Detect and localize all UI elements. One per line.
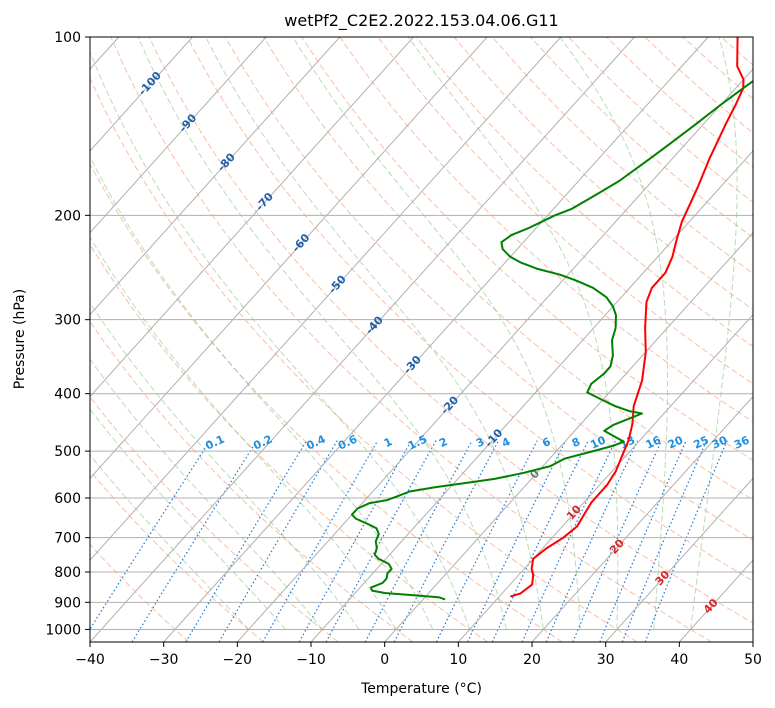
mixing-ratio-line (599, 440, 687, 642)
x-tick-label: 50 (744, 652, 762, 668)
y-tick-label: 800 (54, 565, 81, 581)
isotherm-line (236, 68, 753, 642)
grid-lines (90, 37, 753, 642)
dry-adiabat-line (263, 37, 753, 501)
dry-adiabat-line (110, 37, 712, 642)
moist-adiabat-line (90, 236, 397, 630)
y-axis-label: Pressure (hPa) (12, 289, 28, 389)
dry-adiabat-line (90, 243, 488, 642)
moist-adiabat-line (292, 37, 581, 630)
moist-adiabat-line (90, 302, 360, 630)
mixing-ratio-line (545, 440, 639, 642)
isotherm-line (457, 313, 753, 642)
mixing-ratio-line (435, 440, 538, 642)
dry-adiabat-line (224, 37, 753, 541)
dry-adiabat-line (90, 162, 563, 642)
isotherm-line (605, 477, 753, 642)
isotherm-line (90, 37, 414, 398)
isotherm-line (90, 37, 193, 152)
y-tick-label: 900 (54, 595, 81, 611)
mixing-ratio-line (90, 440, 211, 631)
y-tick-label: 300 (54, 313, 81, 329)
moist-adiabat-line (90, 358, 323, 630)
moist-adiabat-line (407, 37, 619, 630)
isotherm-line (384, 231, 753, 642)
temperature-profile-line (510, 37, 745, 598)
dry-adiabat-line (415, 37, 753, 348)
y-tick-label: 600 (54, 491, 81, 507)
x-tick-label: 40 (670, 652, 688, 668)
dry-adiabat-line (301, 37, 753, 462)
mixing-ratio-label: 20 (666, 433, 686, 451)
x-tick-label: 0 (380, 652, 389, 668)
isotherm-line (90, 37, 341, 316)
x-tick-label: −20 (223, 652, 253, 668)
y-tick-label: 1000 (45, 622, 81, 638)
dry-adiabat-line (90, 76, 638, 642)
mixing-ratio-line (185, 440, 308, 642)
moist-adiabat-line (137, 37, 507, 630)
mixing-ratio-line (218, 440, 338, 642)
x-tick-label: 20 (523, 652, 541, 668)
profile-series (351, 37, 753, 601)
y-tick-label: 700 (54, 531, 81, 547)
mixing-ratio-line (325, 440, 437, 642)
chart-title: wetPf2_C2E2.2022.153.04.06.G11 (284, 11, 558, 31)
mixing-ratio-line (521, 440, 617, 642)
axis-ticks: −40 −30 −20 −10 0 10 20 30 40 50 100 200 300 400 500 60… (45, 30, 762, 668)
x-axis-label: Temperature (°C) (360, 681, 482, 697)
mixing-ratio-line (262, 440, 379, 642)
mixing-ratio-line (298, 440, 412, 642)
moist-adiabat-line (90, 454, 249, 630)
dry-adiabat-line (148, 37, 753, 624)
y-tick-label: 400 (54, 387, 81, 403)
mixing-ratio-line (466, 440, 567, 642)
y-tick-label: 200 (54, 208, 81, 224)
mixing-ratio-label: 30 (710, 433, 730, 451)
x-tick-label: −10 (296, 652, 326, 668)
x-tick-label: −40 (75, 652, 105, 668)
dry-adiabat-line (90, 470, 264, 642)
isotherm-line (531, 395, 753, 642)
isotherm-line (90, 37, 635, 642)
plot-frame (89, 36, 754, 643)
mixing-ratio-label: 16 (644, 433, 664, 451)
y-tick-label: 500 (54, 444, 81, 460)
isotherm-line (310, 150, 753, 642)
x-tick-label: 10 (449, 652, 467, 668)
isotherm-line (90, 37, 267, 234)
dry-adiabat-line (186, 37, 753, 582)
mixing-ratio-label: 10 (588, 433, 608, 451)
moist-adiabat-line (690, 37, 738, 630)
x-tick-label: 30 (597, 652, 615, 668)
moist-adiabat-line (559, 37, 668, 630)
y-tick-label: 100 (54, 30, 81, 46)
mixing-ratio-label: 36 (732, 433, 752, 451)
isotherm-line (90, 37, 488, 480)
moist-adiabat-line (90, 156, 434, 630)
x-tick-label: −30 (149, 652, 179, 668)
mixing-ratio-line (572, 440, 663, 642)
mixing-ratio-line (131, 440, 258, 642)
moist-adiabat-line (90, 408, 286, 630)
mixing-ratio-label: 25 (692, 433, 711, 451)
isotherm-line (90, 37, 562, 561)
dry-adiabat-line (377, 37, 753, 385)
dewpoint-profile-line (351, 79, 753, 601)
isotherm-line (163, 37, 709, 642)
